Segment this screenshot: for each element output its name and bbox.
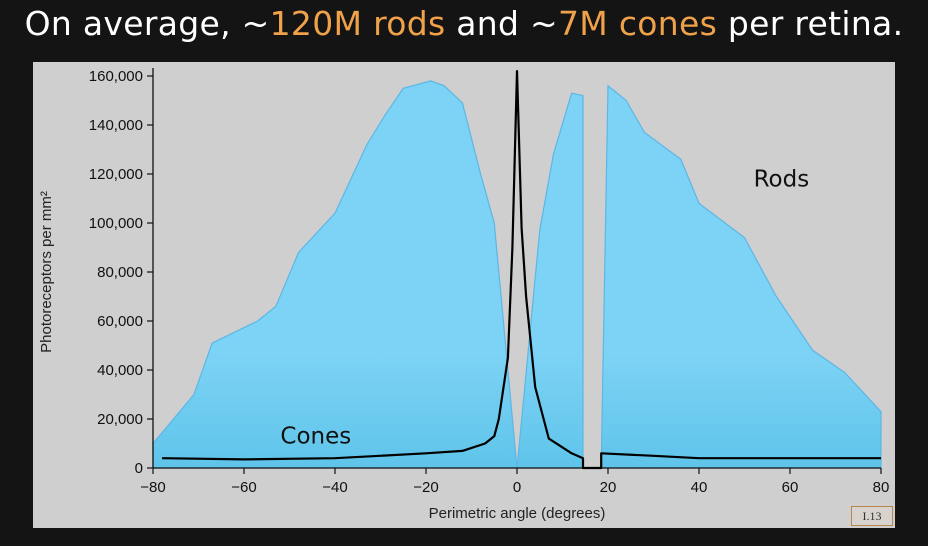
annotation-rods: Rods — [754, 166, 810, 192]
y-tick-label-40000: 40,000 — [97, 362, 143, 379]
y-axis-title: Photoreceptors per mm² — [38, 191, 55, 353]
headline-text-1: On average, ~ — [24, 4, 270, 43]
y-tick-label-140000: 140,000 — [89, 117, 143, 134]
headline-text-2: and ~ — [445, 4, 558, 43]
x-tick-label-40: 40 — [691, 479, 708, 496]
y-tick-label-160000: 160,000 — [89, 68, 143, 85]
headline-text-3: per retina. — [717, 4, 904, 43]
x-tick-label--80: −80 — [140, 479, 165, 496]
chart-panel: 0 20,000 40,000 60,000 80,000 100,000 120,000 1… — [33, 62, 895, 528]
x-tick-label-0: 0 — [513, 479, 521, 496]
slide-headline: On average, ~120M rods and ~7M cones per… — [0, 4, 928, 43]
headline-cones-count: 7M cones — [557, 4, 718, 43]
x-tick-label-20: 20 — [600, 479, 617, 496]
x-tick-label--60: −60 — [231, 479, 256, 496]
cones-line — [162, 70, 881, 470]
annotation-cones: Cones — [280, 424, 351, 450]
y-tick-label-100000: 100,000 — [89, 215, 143, 232]
x-tick-label--40: −40 — [322, 479, 347, 496]
rods-area-segment-2 — [600, 84, 882, 469]
slide-number-badge: I.13 — [851, 506, 893, 526]
y-tick-label-60000: 60,000 — [97, 313, 143, 330]
y-tick-label-20000: 20,000 — [97, 411, 143, 428]
x-axis-title: Perimetric angle (degrees) — [429, 505, 606, 522]
headline-rods-count: 120M rods — [269, 4, 446, 43]
x-tick-label-60: 60 — [782, 479, 799, 496]
x-tick-label-80: 80 — [873, 479, 890, 496]
x-tick-label--20: −20 — [413, 479, 438, 496]
rods-area-segment-1 — [152, 80, 584, 469]
y-tick-label-0: 0 — [135, 460, 143, 477]
y-tick-label-120000: 120,000 — [89, 166, 143, 183]
y-tick-label-80000: 80,000 — [97, 264, 143, 281]
photoreceptor-density-chart: 0 20,000 40,000 60,000 80,000 100,000 120,000 1… — [38, 68, 890, 522]
